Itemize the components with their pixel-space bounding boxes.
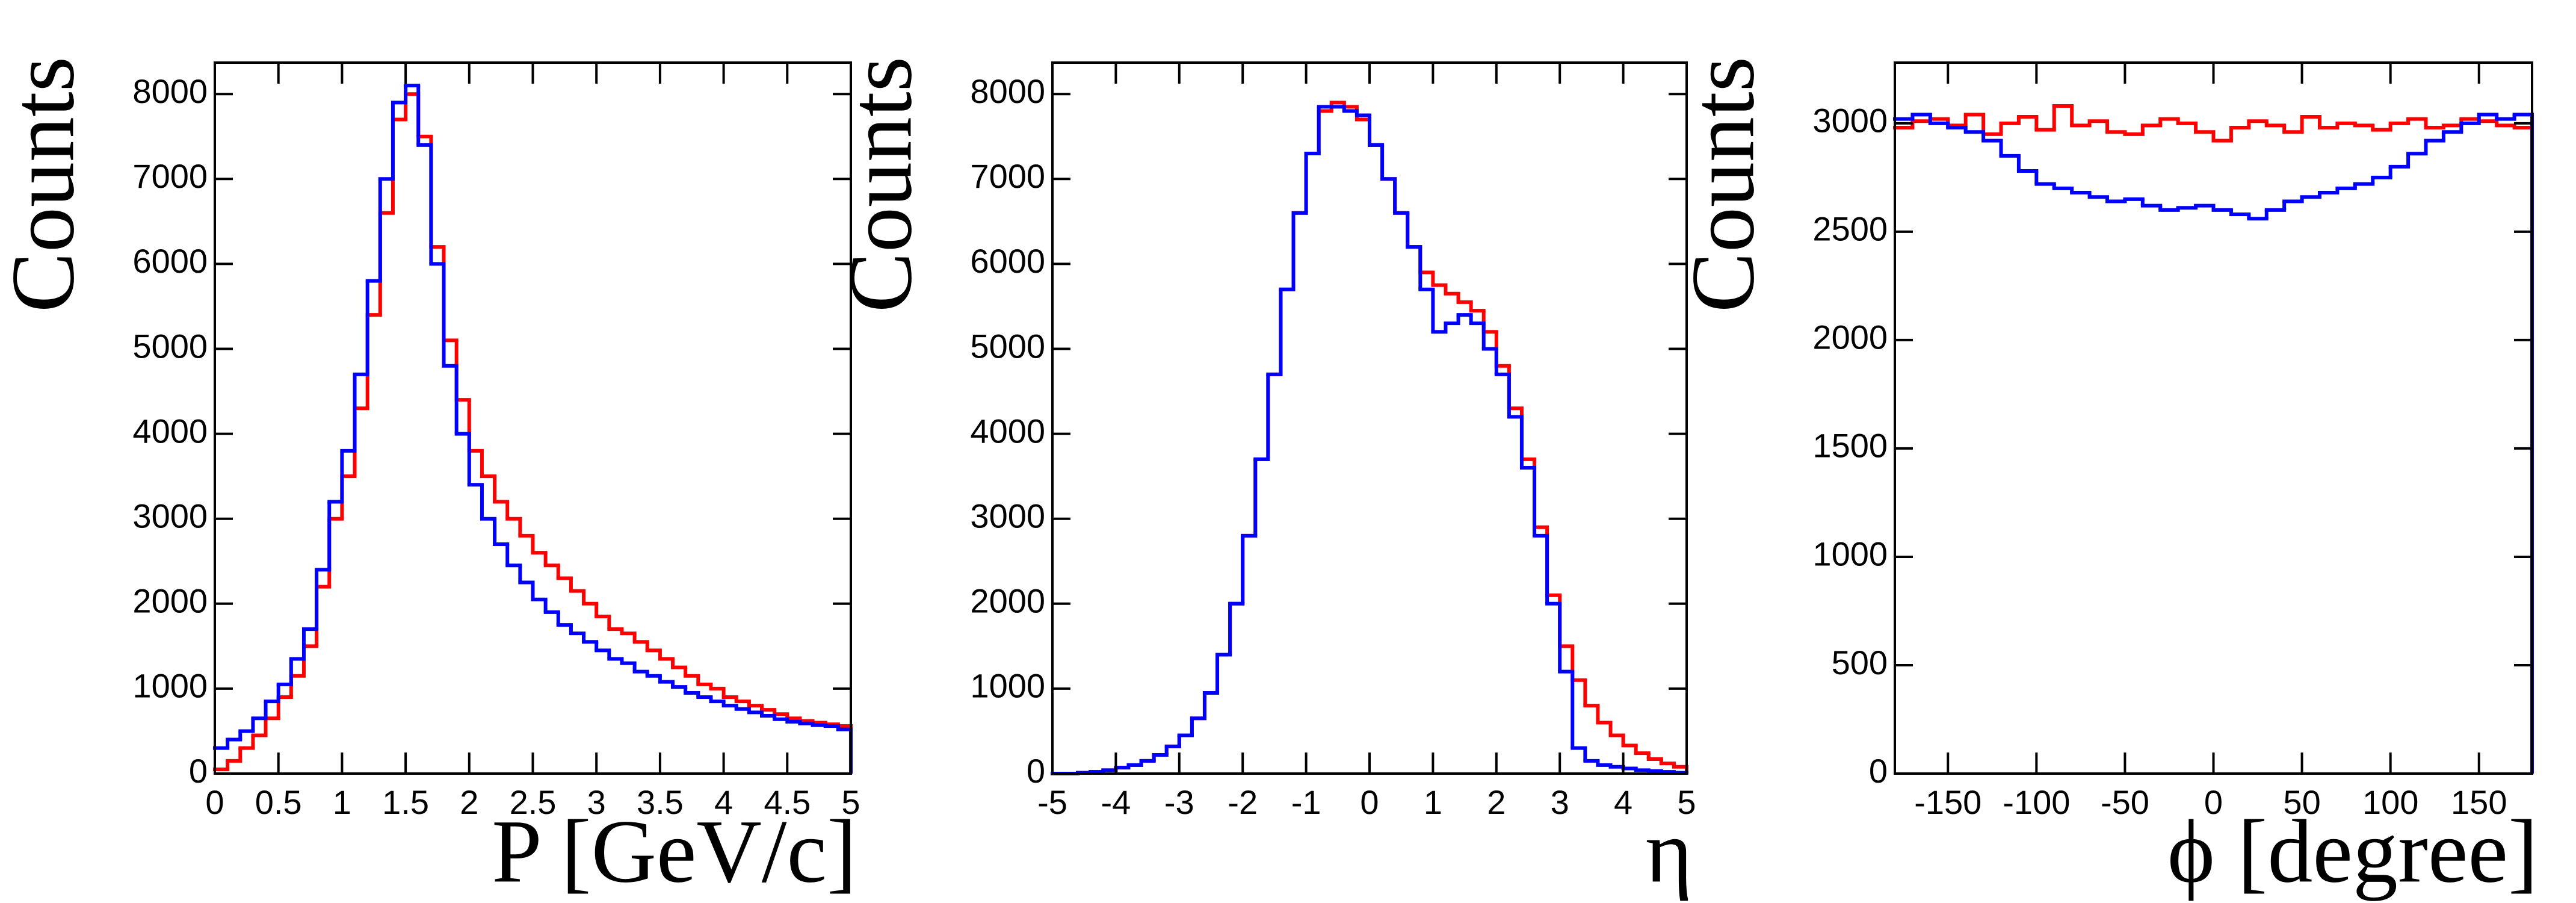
y-tick-label: 8000 [970, 72, 1045, 110]
x-tick-label: -5 [1037, 783, 1067, 821]
x-tick-label: 2 [1487, 783, 1506, 821]
x-tick-label: -50 [2101, 783, 2149, 821]
x-tick-label: -3 [1164, 783, 1194, 821]
y-tick-label: 0 [1027, 752, 1045, 790]
y-tick-label: 7000 [970, 157, 1045, 195]
y-tick-label: 3000 [970, 497, 1045, 535]
y-tick-label: 0 [1869, 752, 1888, 790]
y-tick-label: 5000 [132, 327, 208, 365]
x-tick-label: 4 [714, 783, 733, 821]
y-tick-label: 0 [189, 752, 208, 790]
x-tick-label: 2.5 [510, 783, 557, 821]
x-tick-label: 0 [2204, 783, 2223, 821]
y-tick-label: 1000 [970, 667, 1045, 705]
x-tick-label: -2 [1228, 783, 1258, 821]
x-tick-label: 3.5 [637, 783, 684, 821]
x-tick-label: 0 [205, 783, 224, 821]
y-tick-label: 6000 [132, 242, 208, 280]
x-tick-label: 2 [460, 783, 478, 821]
x-tick-label: 3 [1551, 783, 1569, 821]
plot-frame [1051, 61, 1688, 775]
x-tick-label: 0 [1360, 783, 1379, 821]
y-axis-label: Counts [1673, 57, 1773, 312]
x-tick-label: 0.5 [255, 783, 302, 821]
x-tick-label: 150 [2451, 783, 2507, 821]
x-tick-label: 3 [587, 783, 606, 821]
y-tick-label: 2000 [970, 582, 1045, 620]
y-tick-label: 2000 [1812, 318, 1888, 356]
y-axis-label: Counts [0, 57, 93, 312]
x-tick-label: -1 [1291, 783, 1321, 821]
x-tick-label: 5 [841, 783, 860, 821]
y-tick-label: 2000 [132, 582, 208, 620]
x-tick-label: -150 [1914, 783, 1981, 821]
y-axis-label: Counts [830, 57, 930, 312]
x-tick-label: 1 [1424, 783, 1442, 821]
y-tick-label: 5000 [970, 327, 1045, 365]
y-tick-label: 1000 [1812, 535, 1888, 573]
x-tick-label: 4.5 [764, 783, 811, 821]
y-tick-label: 1000 [132, 667, 208, 705]
x-tick-label: 100 [2362, 783, 2418, 821]
y-tick-label: 500 [1832, 644, 1888, 681]
y-tick-label: 4000 [970, 412, 1045, 450]
x-tick-label: -100 [2003, 783, 2070, 821]
x-tick-label: 4 [1614, 783, 1632, 821]
y-tick-label: 3000 [132, 497, 208, 535]
x-axis-label: P [GeV/c] [492, 801, 857, 901]
y-tick-label: 4000 [132, 412, 208, 450]
y-tick-label: 7000 [132, 157, 208, 195]
x-axis-label: η [1646, 801, 1693, 901]
x-axis-label: ϕ [degree] [2167, 801, 2538, 901]
x-tick-label: 5 [1677, 783, 1696, 821]
y-tick-label: 2500 [1812, 210, 1888, 248]
plot-frame [214, 61, 852, 775]
y-tick-label: 1500 [1812, 427, 1888, 465]
x-tick-label: -4 [1101, 783, 1131, 821]
plot-frame [1894, 61, 2533, 775]
x-tick-label: 1 [333, 783, 351, 821]
y-tick-label: 3000 [1812, 102, 1888, 140]
y-tick-label: 8000 [132, 72, 208, 110]
x-tick-label: 1.5 [382, 783, 429, 821]
y-tick-label: 6000 [970, 242, 1045, 280]
x-tick-label: 50 [2283, 783, 2320, 821]
